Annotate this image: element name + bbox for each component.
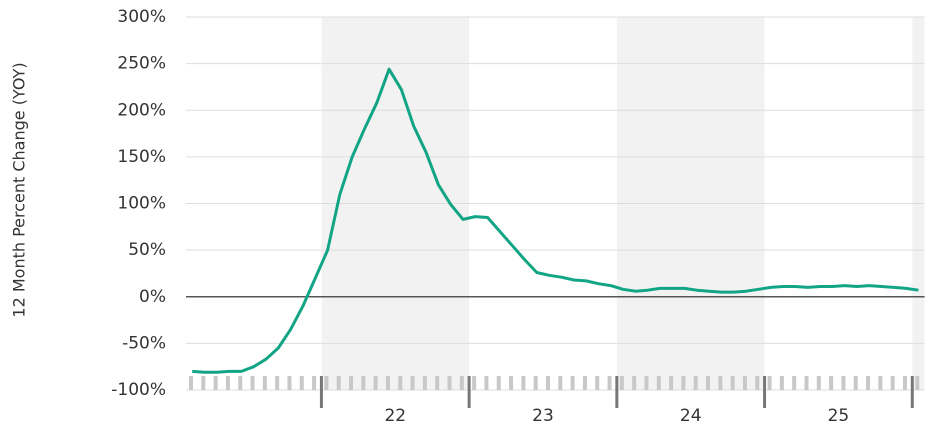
month-tick <box>632 376 637 390</box>
month-tick <box>706 376 711 390</box>
month-tick <box>422 376 427 390</box>
month-tick <box>767 376 772 390</box>
month-tick <box>755 376 760 390</box>
month-tick <box>866 376 871 390</box>
y-tick-label: 200% <box>117 100 166 120</box>
y-tick-label: 50% <box>128 240 166 260</box>
x-tick-label: 24 <box>680 406 702 426</box>
y-tick-label: -100% <box>111 380 166 400</box>
line <box>192 67 919 374</box>
month-tick <box>644 376 649 390</box>
y-axis-title: 12 Month Percent Change (YOY) <box>10 62 29 317</box>
month-tick <box>435 376 440 390</box>
month-tick <box>238 376 243 390</box>
month-tick <box>853 376 858 390</box>
month-tick <box>287 376 292 390</box>
month-tick <box>915 376 920 390</box>
month-tick <box>841 376 846 390</box>
month-tick <box>521 376 526 390</box>
month-tick <box>816 376 821 390</box>
month-tick <box>595 376 600 390</box>
month-tick <box>607 376 612 390</box>
month-tick <box>459 376 464 390</box>
y-tick-label: 0% <box>139 287 166 307</box>
month-tick <box>398 376 403 390</box>
month-tick <box>484 376 489 390</box>
month-tick <box>385 376 390 390</box>
y-tick-label: 100% <box>117 194 166 214</box>
month-tick <box>545 376 550 390</box>
month-tick <box>312 376 317 390</box>
month-tick <box>361 376 366 390</box>
y-tick-label: 300% <box>117 7 166 27</box>
month-tick <box>275 376 280 390</box>
y-tick-label: 250% <box>117 54 166 74</box>
month-tick <box>742 376 747 390</box>
month-tick <box>656 376 661 390</box>
month-tick <box>373 376 378 390</box>
month-tick <box>262 376 267 390</box>
month-tick <box>902 376 907 390</box>
month-tick <box>213 376 218 390</box>
month-tick <box>189 376 193 390</box>
month-tick <box>472 376 477 390</box>
month-tick <box>878 376 883 390</box>
y-tick-label: 150% <box>117 147 166 167</box>
month-tick <box>669 376 674 390</box>
month-tick <box>336 376 341 390</box>
month-tick <box>582 376 587 390</box>
month-tick <box>250 376 255 390</box>
month-tick <box>410 376 415 390</box>
month-tick <box>447 376 452 390</box>
month-tick <box>804 376 809 390</box>
month-tick <box>693 376 698 390</box>
month-tick <box>829 376 834 390</box>
y-tick-label: -50% <box>122 333 166 353</box>
month-tick <box>718 376 723 390</box>
month-tick <box>730 376 735 390</box>
month-tick <box>890 376 895 390</box>
month-tick <box>496 376 501 390</box>
month-tick <box>619 376 624 390</box>
month-tick <box>533 376 538 390</box>
month-tick <box>225 376 230 390</box>
month-tick <box>681 376 686 390</box>
x-tick-label: 22 <box>384 406 406 426</box>
month-tick <box>349 376 354 390</box>
month-tick <box>779 376 784 390</box>
month-tick <box>558 376 563 390</box>
month-tick <box>570 376 575 390</box>
month-tick <box>324 376 329 390</box>
month-tick <box>509 376 514 390</box>
x-tick-label: 23 <box>532 406 554 426</box>
x-tick-label: 25 <box>828 406 850 426</box>
month-tick <box>792 376 797 390</box>
month-tick <box>201 376 206 390</box>
month-tick <box>299 376 304 390</box>
